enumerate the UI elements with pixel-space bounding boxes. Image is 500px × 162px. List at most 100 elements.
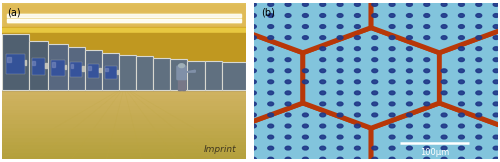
Circle shape: [354, 146, 360, 150]
Bar: [2, 37, 246, 40]
Bar: [2, 9, 246, 12]
Bar: [2, 17, 246, 20]
Circle shape: [458, 69, 464, 73]
Circle shape: [337, 36, 343, 40]
Circle shape: [285, 25, 291, 28]
Circle shape: [406, 80, 412, 84]
Circle shape: [233, 3, 239, 6]
Circle shape: [337, 91, 343, 95]
Circle shape: [285, 69, 291, 73]
Polygon shape: [234, 103, 371, 162]
Bar: [2, 71, 246, 75]
Circle shape: [458, 135, 464, 139]
Circle shape: [354, 69, 360, 73]
Circle shape: [354, 47, 360, 51]
Circle shape: [164, 69, 170, 73]
Circle shape: [493, 146, 499, 150]
Bar: [7, 14, 241, 17]
Bar: [70, 62, 83, 77]
Circle shape: [354, 157, 360, 161]
Bar: [68, 47, 85, 90]
Circle shape: [302, 113, 308, 117]
Bar: [170, 59, 188, 90]
Circle shape: [406, 91, 412, 95]
Circle shape: [233, 58, 239, 62]
Bar: [71, 64, 74, 68]
Circle shape: [268, 80, 274, 84]
Bar: [154, 58, 170, 90]
Bar: [2, 141, 246, 145]
Circle shape: [424, 102, 430, 106]
Circle shape: [181, 69, 187, 73]
Circle shape: [337, 113, 343, 117]
Bar: [2, 74, 246, 77]
Bar: [170, 59, 188, 90]
Circle shape: [458, 14, 464, 17]
Bar: [32, 61, 35, 65]
Circle shape: [285, 146, 291, 150]
Circle shape: [406, 124, 412, 128]
Circle shape: [458, 146, 464, 150]
Bar: [2, 46, 246, 49]
Circle shape: [250, 25, 256, 28]
Bar: [2, 33, 246, 90]
Bar: [2, 94, 246, 98]
Circle shape: [406, 25, 412, 28]
Circle shape: [268, 135, 274, 139]
Circle shape: [389, 3, 395, 6]
Circle shape: [458, 157, 464, 161]
Circle shape: [216, 113, 222, 117]
Circle shape: [458, 58, 464, 62]
Circle shape: [250, 113, 256, 117]
Circle shape: [389, 80, 395, 84]
Circle shape: [250, 91, 256, 95]
Circle shape: [354, 3, 360, 6]
Circle shape: [476, 69, 482, 73]
Circle shape: [476, 3, 482, 6]
Polygon shape: [303, 28, 440, 128]
Circle shape: [198, 113, 204, 117]
Circle shape: [337, 102, 343, 106]
Circle shape: [233, 91, 239, 95]
Circle shape: [441, 157, 447, 161]
Circle shape: [250, 47, 256, 51]
Circle shape: [250, 14, 256, 17]
Circle shape: [320, 36, 326, 40]
Circle shape: [406, 3, 412, 6]
Circle shape: [337, 25, 343, 28]
Circle shape: [285, 14, 291, 17]
Bar: [52, 63, 54, 67]
Circle shape: [476, 146, 482, 150]
Bar: [2, 80, 246, 83]
Circle shape: [320, 91, 326, 95]
Circle shape: [250, 102, 256, 106]
Circle shape: [441, 69, 447, 73]
Circle shape: [320, 113, 326, 117]
Circle shape: [458, 113, 464, 117]
Bar: [25, 60, 26, 65]
Circle shape: [216, 91, 222, 95]
Circle shape: [458, 3, 464, 6]
Circle shape: [441, 113, 447, 117]
Circle shape: [233, 80, 239, 84]
Bar: [154, 58, 170, 90]
Bar: [85, 50, 102, 90]
Circle shape: [320, 102, 326, 106]
Circle shape: [250, 124, 256, 128]
Bar: [2, 151, 246, 155]
Circle shape: [372, 36, 378, 40]
Circle shape: [389, 47, 395, 51]
Circle shape: [372, 80, 378, 84]
Circle shape: [285, 135, 291, 139]
Circle shape: [268, 47, 274, 51]
Circle shape: [233, 157, 239, 161]
Circle shape: [302, 135, 308, 139]
Circle shape: [320, 69, 326, 73]
Circle shape: [493, 157, 499, 161]
Circle shape: [406, 14, 412, 17]
Bar: [2, 26, 246, 29]
Circle shape: [250, 157, 256, 161]
Bar: [2, 116, 246, 119]
Circle shape: [354, 25, 360, 28]
Bar: [2, 57, 246, 60]
